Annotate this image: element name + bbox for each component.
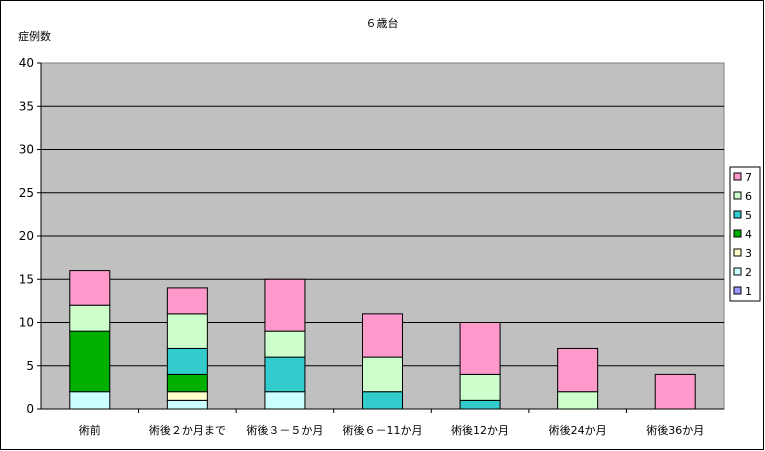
bar-segment-series-7 <box>557 347 599 393</box>
bar-segment-series-7 <box>166 287 208 315</box>
legend-swatch-7 <box>733 172 742 181</box>
legend-label-6: 6 <box>745 190 752 203</box>
bar-segment-series-5 <box>362 391 403 410</box>
bar-segment-series-6 <box>557 391 599 410</box>
bar-segment-series-7 <box>362 313 403 358</box>
bar-segment-series-2 <box>264 391 306 410</box>
bar-segment-series-2 <box>69 391 111 410</box>
y-tick-label: 5 <box>26 359 34 373</box>
y-tick-label: 10 <box>19 316 34 330</box>
legend-label-2: 2 <box>745 266 752 279</box>
legend: 7 6 5 4 3 2 1 <box>729 166 761 302</box>
legend-swatch-3 <box>733 248 742 257</box>
x-category-label: 術後２か月まで <box>149 423 226 437</box>
bar-segment-series-2 <box>166 399 208 410</box>
legend-swatch-5 <box>733 210 742 219</box>
legend-label-1: 1 <box>745 285 752 298</box>
x-category-label: 術後３－５か月 <box>246 423 323 437</box>
x-category-label: 術前 <box>79 423 101 437</box>
legend-swatch-6 <box>733 191 742 200</box>
bar-segment-series-7 <box>654 373 696 410</box>
y-tick-label: 35 <box>19 99 34 113</box>
x-category-label: 術後６－11か月 <box>343 423 423 437</box>
y-tick-label: 30 <box>19 143 34 157</box>
bar-segment-series-4 <box>69 330 111 393</box>
x-axis-categories: 術前 術後２か月まで 術後３－５か月 術後６－11か月 術後12か月 術後24か月 術後36… <box>79 409 704 437</box>
y-axis-ticks: 0 5 10 15 20 25 30 35 40 <box>19 56 724 416</box>
x-category-label: 術後24か月 <box>549 423 607 437</box>
bar-segment-series-5 <box>166 347 208 375</box>
y-tick-label: 25 <box>19 186 34 200</box>
y-tick-label: 0 <box>26 402 34 416</box>
legend-swatch-1 <box>733 286 742 295</box>
bar-segment-series-6 <box>264 330 306 358</box>
legend-label-4: 4 <box>745 228 752 241</box>
bar-segment-series-6 <box>362 356 403 393</box>
bar-segment-series-3 <box>166 391 208 401</box>
bar-segment-series-5 <box>459 399 501 410</box>
bar-segment-series-5 <box>264 356 306 393</box>
legend-label-7: 7 <box>745 171 752 184</box>
y-tick-label: 15 <box>19 272 34 286</box>
bar-segment-series-6 <box>166 313 208 349</box>
bar-segment-series-4 <box>166 373 208 393</box>
bar-segment-series-6 <box>69 304 111 332</box>
x-category-label: 術後12か月 <box>451 423 509 437</box>
bar-segment-series-6 <box>459 373 501 401</box>
bars <box>69 270 696 410</box>
y-tick-label: 20 <box>19 229 34 243</box>
bar-segment-series-7 <box>69 270 111 306</box>
legend-swatch-2 <box>733 267 742 276</box>
bar-segment-series-7 <box>459 322 501 375</box>
legend-label-3: 3 <box>745 247 752 260</box>
bar-segment-series-7 <box>264 278 306 332</box>
x-category-label: 術後36か月 <box>646 423 704 437</box>
y-axis-label: 症例数 <box>18 29 51 43</box>
legend-label-5: 5 <box>745 209 752 222</box>
y-tick-label: 40 <box>19 56 34 70</box>
legend-swatch-4 <box>733 229 742 238</box>
chart-title: ６歳台 <box>366 16 399 30</box>
